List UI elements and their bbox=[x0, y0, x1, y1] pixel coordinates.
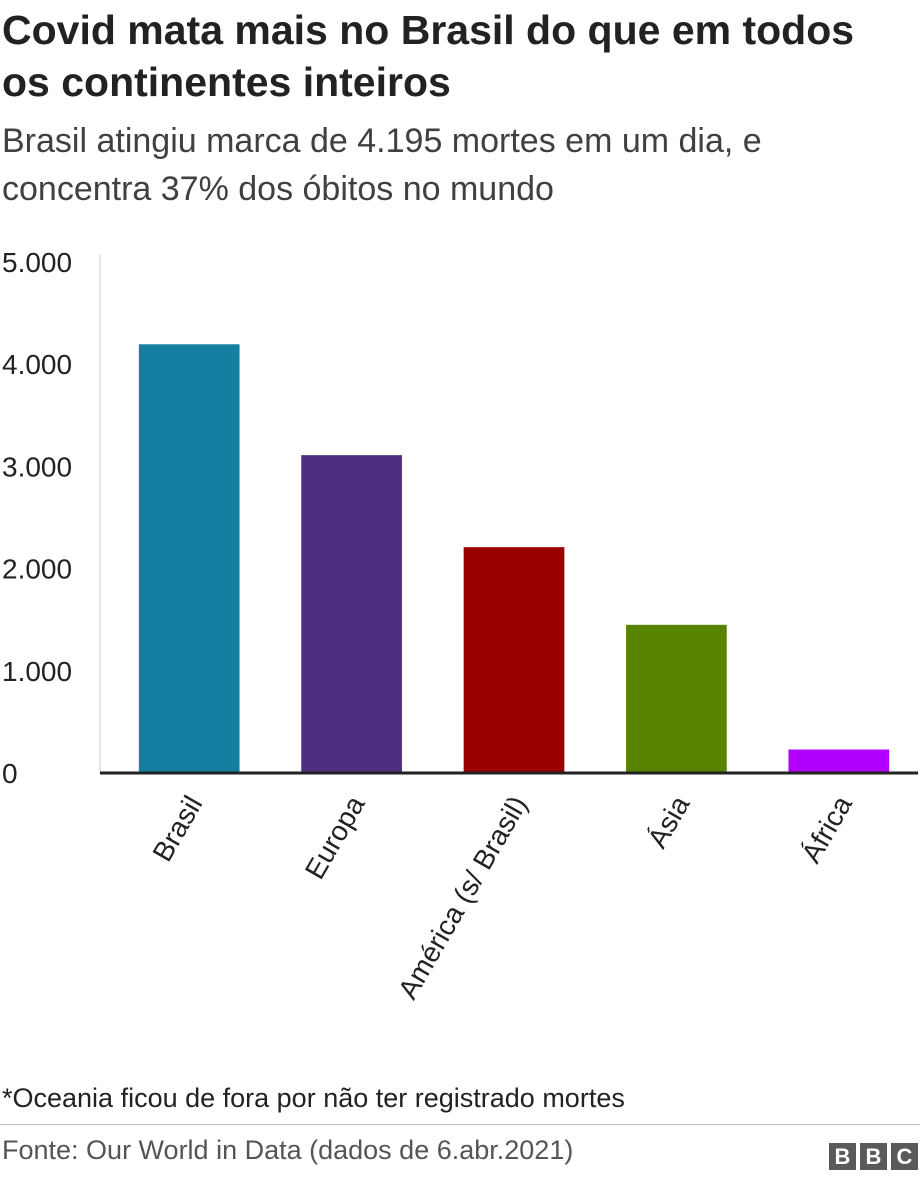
chart-title: Covid mata mais no Brasil do que em todo… bbox=[2, 7, 855, 105]
y-tick-label: 3.000 bbox=[2, 451, 72, 482]
y-tick-label: 0 bbox=[2, 758, 18, 789]
bar bbox=[301, 455, 402, 773]
logo-letter: B bbox=[829, 1143, 856, 1170]
x-tick-label: Brasil bbox=[147, 791, 209, 867]
bars bbox=[138, 344, 890, 773]
x-tick-label: África bbox=[795, 790, 858, 868]
footnote: *Oceania ficou de fora por não ter regis… bbox=[2, 1083, 625, 1113]
x-tick-label: Europa bbox=[299, 790, 371, 884]
logo-letter: B bbox=[860, 1143, 887, 1170]
footer-divider bbox=[0, 1124, 920, 1125]
y-tick-label: 4.000 bbox=[2, 349, 72, 380]
y-axis: 0 1.000 2.000 3.000 4.000 5.000 bbox=[2, 247, 101, 789]
bbc-logo: B B C bbox=[829, 1143, 918, 1170]
x-axis: Brasil Europa América (s/ Brasil) Ásia Áfric… bbox=[100, 771, 918, 1005]
chart-subtitle: Brasil atingiu marca de 4.195 mortes em … bbox=[2, 122, 762, 208]
bar bbox=[788, 749, 890, 773]
bar bbox=[463, 547, 565, 773]
bar bbox=[626, 624, 727, 773]
bar bbox=[138, 344, 240, 773]
x-tick-label: América (s/ Brasil) bbox=[392, 791, 533, 1005]
logo-letter: C bbox=[891, 1143, 918, 1170]
x-tick-label: Ásia bbox=[642, 790, 696, 853]
y-tick-label: 2.000 bbox=[2, 554, 72, 585]
y-tick-label: 5.000 bbox=[2, 247, 72, 278]
bar-chart: 0 1.000 2.000 3.000 4.000 5.000 Brasil Europa A… bbox=[2, 247, 918, 1005]
y-tick-label: 1.000 bbox=[2, 656, 72, 687]
source-text: Fonte: Our World in Data (dados de 6.abr… bbox=[2, 1135, 574, 1165]
